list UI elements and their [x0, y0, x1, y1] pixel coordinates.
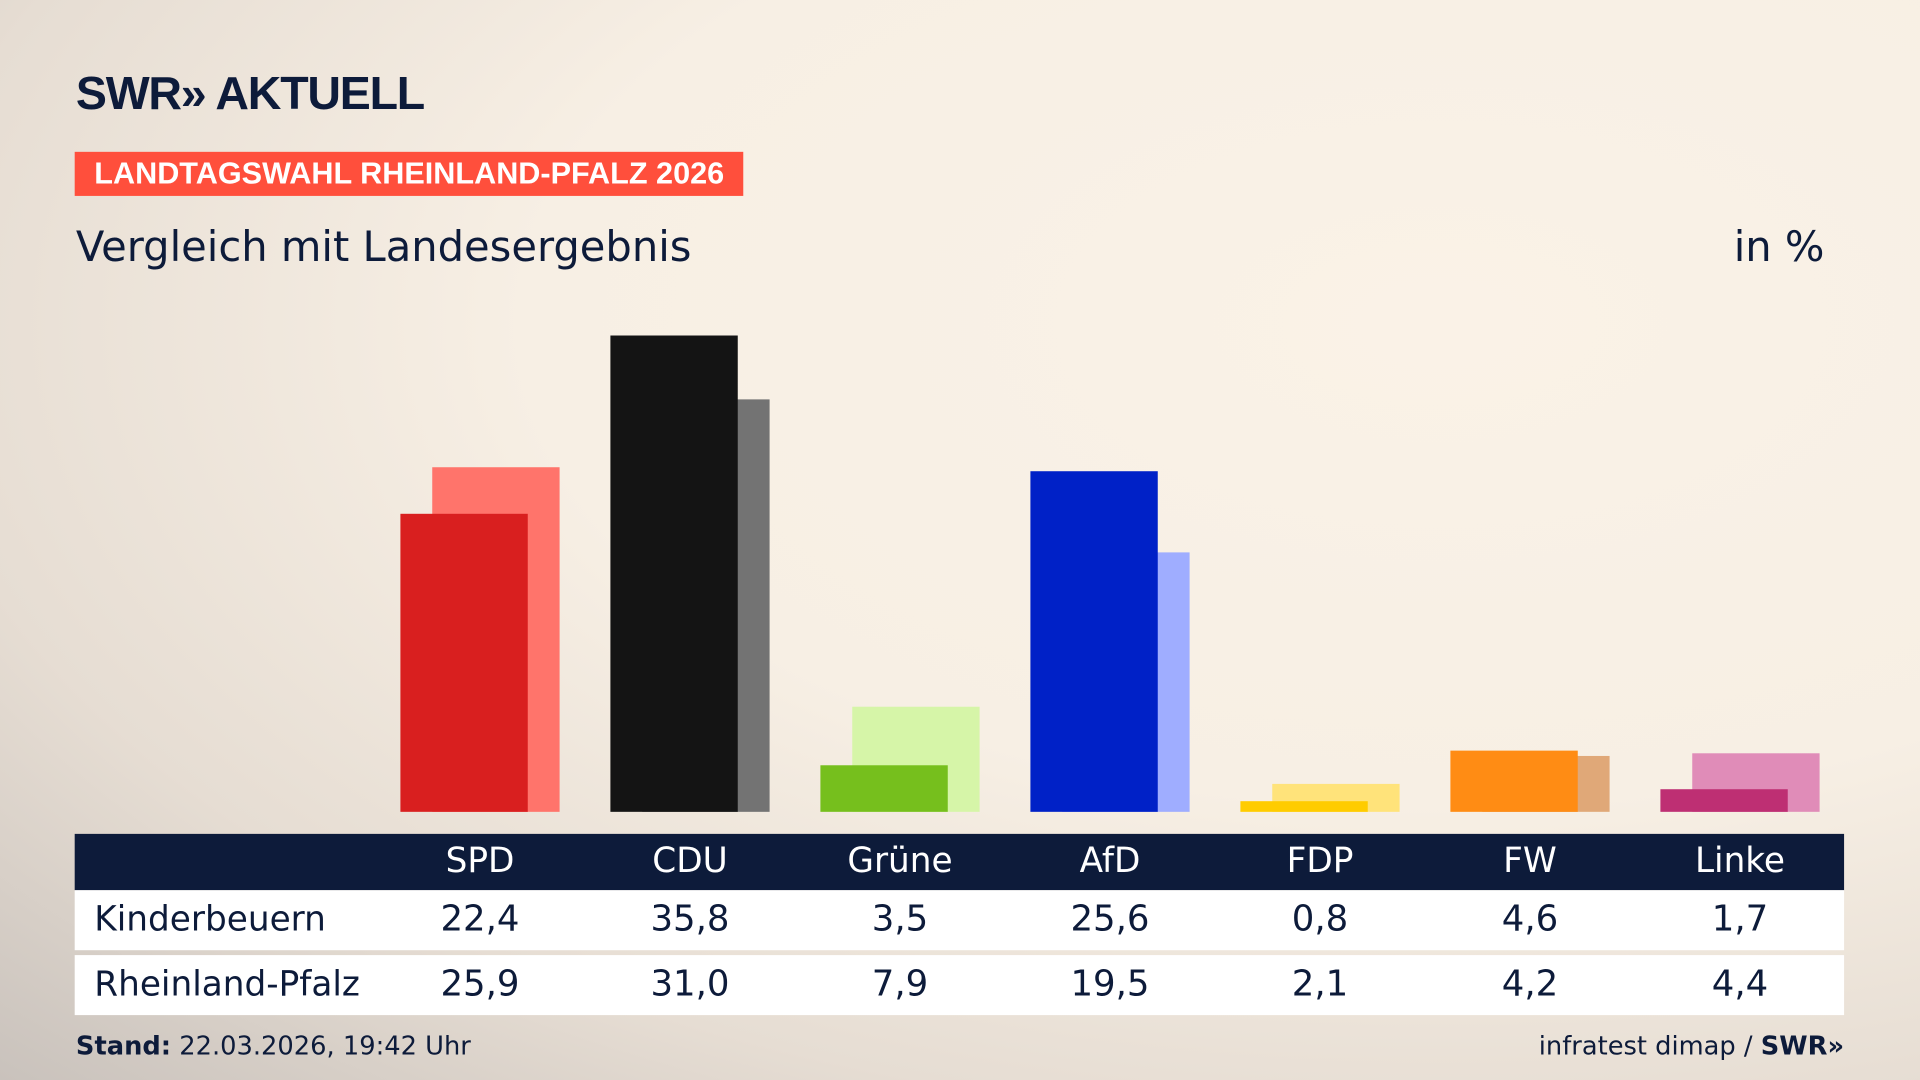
value-cell: 31,0	[650, 962, 730, 1005]
row-label: Rheinland-Pfalz	[94, 963, 360, 1005]
party-label: CDU	[652, 840, 728, 881]
row-label: Kinderbeuern	[94, 898, 326, 940]
stand-value: 22.03.2026, 19:42 Uhr	[179, 1031, 471, 1061]
party-label: SPD	[445, 840, 515, 881]
bar-fw-local	[1450, 750, 1578, 812]
chart-subtitle: Vergleich mit Landesergebnis	[75, 222, 692, 272]
table-header: SPD CDU Grüne AfD FDP FW Linke	[74, 833, 1845, 891]
election-kicker: LANDTAGSWAHL RHEINLAND-PFALZ 2026	[74, 151, 744, 196]
source-text: infratest dimap /	[1538, 1031, 1761, 1061]
stand-label: Stand:	[75, 1031, 172, 1061]
swr-aktuell-logo: SWR» AKTUELL	[75, 68, 425, 121]
value-cell: 4,4	[1711, 962, 1769, 1005]
party-label: FDP	[1286, 840, 1354, 881]
timestamp: Stand: 22.03.2026, 19:42 Uhr	[76, 1031, 471, 1060]
source: infratest dimap / SWR»	[1539, 1031, 1844, 1060]
party-label: Grüne	[847, 840, 953, 881]
value-cell: 4,2	[1501, 962, 1559, 1005]
bar-spd-local	[400, 513, 528, 812]
party-label: FW	[1503, 840, 1557, 881]
value-cell: 3,5	[871, 897, 929, 940]
value-cell: 1,7	[1711, 897, 1769, 940]
bar-linke-local	[1660, 789, 1788, 812]
unit-label: in %	[1733, 222, 1825, 272]
bar-cdu-local	[610, 335, 738, 812]
party-label: AfD	[1079, 840, 1141, 881]
value-cell: 2,1	[1291, 962, 1349, 1005]
value-cell: 22,4	[440, 897, 520, 940]
value-cell: 19,5	[1070, 962, 1150, 1005]
value-cell: 4,6	[1501, 897, 1559, 940]
bar-grüne-local	[820, 765, 948, 812]
value-cell: 0,8	[1291, 897, 1349, 940]
value-cell: 25,9	[440, 962, 520, 1005]
bar-afd-local	[1030, 471, 1158, 812]
table-row: Rheinland-Pfalz 25,9 31,0 7,9 19,5 2,1 4,2 4,4	[74, 955, 1845, 1016]
table-row: Kinderbeuern 22,4 35,8 3,5 25,6 0,8 4,6 1,7	[74, 890, 1845, 951]
bar-fdp-local	[1240, 801, 1368, 812]
value-cell: 35,8	[650, 897, 730, 940]
value-cell: 25,6	[1070, 897, 1150, 940]
value-cell: 7,9	[871, 962, 929, 1005]
swr-logo: SWR»	[1760, 1031, 1845, 1061]
party-label: Linke	[1694, 840, 1786, 881]
